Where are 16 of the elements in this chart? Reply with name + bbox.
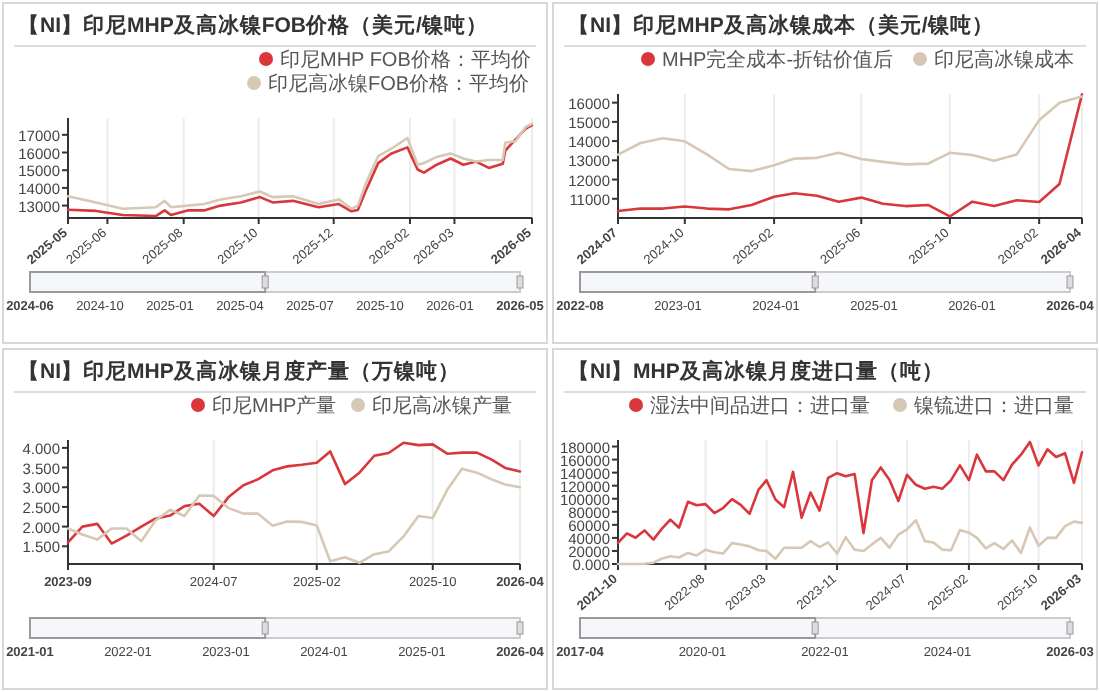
legend-label: 印尼高冰镍FOB价格：平均价 (268, 72, 530, 96)
legend-label: 印尼MHP FOB价格：平均价 (280, 48, 531, 72)
legend-label: 湿法中间品进口：进口量 (650, 394, 870, 418)
legend-label: 印尼MHP产量 (212, 394, 337, 418)
chart-title: 【NI】印尼MHP及高冰镍FOB价格（美元/镍吨） (18, 12, 488, 38)
line-series (616, 440, 1084, 545)
line-series (66, 441, 522, 545)
legend-label: MHP完全成本-折钴价值后 (662, 48, 894, 72)
legend-label: 镍锍进口：进口量 (912, 394, 1074, 418)
line-series (616, 95, 1084, 173)
line-series (616, 93, 1084, 218)
legend-label: 印尼高冰镍成本 (934, 48, 1074, 72)
chart-title: 【NI】印尼MHP及高冰镍成本（美元/镍吨） (568, 12, 994, 38)
chart-title: 【NI】印尼MHP及高冰镍月度产量（万镍吨） (18, 358, 460, 384)
legend-label: 印尼高冰镍产量 (372, 394, 512, 418)
chart-title: 【NI】MHP及高冰镍月度进口量（吨） (568, 358, 944, 384)
